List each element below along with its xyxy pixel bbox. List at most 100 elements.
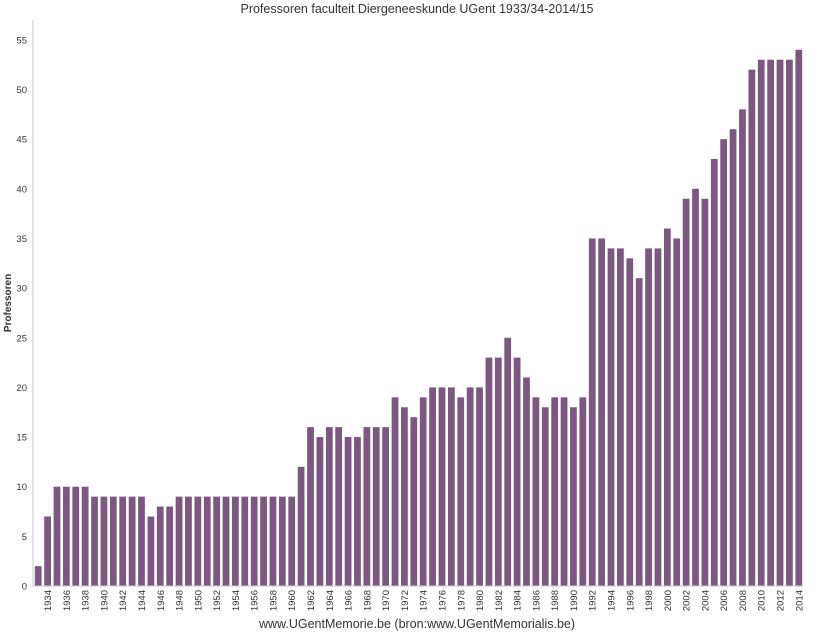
y-tick-label: 0 xyxy=(22,582,27,593)
bar-1982 xyxy=(494,357,502,586)
y-tick-label: 35 xyxy=(16,234,27,245)
y-axis-label: Professoren xyxy=(3,274,14,332)
bar-1966 xyxy=(344,437,352,586)
bar-1947 xyxy=(166,506,174,586)
bar-1959 xyxy=(278,496,286,586)
bar-1970 xyxy=(382,427,390,586)
bar-1973 xyxy=(410,417,418,586)
x-tick-label: 1986 xyxy=(531,590,542,611)
bar-1945 xyxy=(147,516,155,586)
bar-1961 xyxy=(297,466,305,586)
bar-2006 xyxy=(720,139,728,586)
bar-1974 xyxy=(419,397,427,586)
x-tick-label: 1990 xyxy=(569,590,580,611)
bar-1936 xyxy=(62,486,70,586)
bar-1994 xyxy=(607,248,615,586)
bar-1978 xyxy=(457,397,465,586)
bar-1952 xyxy=(213,496,220,586)
bar-1988 xyxy=(551,397,559,586)
bar-1996 xyxy=(626,258,634,586)
x-tick-label: 1950 xyxy=(193,590,204,611)
bar-1979 xyxy=(466,387,474,586)
x-tick-label: 2004 xyxy=(700,590,711,611)
bar-2011 xyxy=(767,59,775,587)
x-tick-label: 1940 xyxy=(99,590,110,611)
x-tick-label: 1934 xyxy=(43,590,54,611)
bar-1975 xyxy=(429,387,436,586)
bar-1999 xyxy=(654,248,662,586)
bar-1987 xyxy=(541,407,549,586)
bar-1949 xyxy=(185,496,192,586)
bar-1955 xyxy=(241,496,249,586)
y-tick-label: 50 xyxy=(16,85,27,96)
bar-1944 xyxy=(138,496,145,586)
bar-1950 xyxy=(194,496,202,586)
bar-1976 xyxy=(438,387,446,586)
y-tick-label: 15 xyxy=(16,433,27,444)
bar-1940 xyxy=(100,496,108,586)
bar-1992 xyxy=(588,238,596,586)
bar-1933 xyxy=(34,566,42,586)
y-tick-label: 25 xyxy=(16,333,27,344)
bar-1960 xyxy=(288,496,296,586)
x-tick-label: 1962 xyxy=(306,590,317,611)
bar-2005 xyxy=(710,159,718,586)
bar-2002 xyxy=(682,198,690,587)
bar-1948 xyxy=(175,496,183,586)
x-tick-label: 1958 xyxy=(268,590,279,611)
x-tick-label: 1976 xyxy=(437,590,448,611)
bar-1962 xyxy=(307,427,314,586)
bar-1941 xyxy=(109,496,117,586)
x-tick-label: 1992 xyxy=(588,590,599,611)
bar-1967 xyxy=(354,437,361,586)
bar-1958 xyxy=(269,496,277,586)
bar-1984 xyxy=(513,357,521,586)
bar-1985 xyxy=(523,377,530,586)
bar-1957 xyxy=(260,496,267,586)
bar-1943 xyxy=(128,496,136,586)
x-tick-label: 1936 xyxy=(62,590,73,611)
bar-1964 xyxy=(325,427,333,586)
bar-1963 xyxy=(316,437,324,586)
x-tick-label: 1960 xyxy=(287,590,298,611)
x-tick-label: 1980 xyxy=(475,590,486,611)
bar-2003 xyxy=(692,188,699,586)
bar-1997 xyxy=(635,278,643,586)
x-tick-label: 2014 xyxy=(794,590,805,611)
bar-2004 xyxy=(701,198,709,587)
bar-2008 xyxy=(739,109,746,587)
y-tick-label: 45 xyxy=(16,135,27,146)
x-tick-label: 1984 xyxy=(513,590,524,611)
x-tick-label: 1988 xyxy=(550,590,561,611)
x-tick-label: 1996 xyxy=(625,590,636,611)
bar-2001 xyxy=(673,238,681,586)
bar-2013 xyxy=(786,59,793,587)
bar-1942 xyxy=(119,496,127,586)
bar-2007 xyxy=(729,129,737,587)
bar-1972 xyxy=(401,407,408,586)
y-tick-label: 5 xyxy=(22,532,27,543)
source-footer: www.UGentMemorie.be (bron:www.UGentMemor… xyxy=(258,617,576,631)
y-tick-label: 55 xyxy=(16,35,27,46)
y-tick-label: 40 xyxy=(16,184,27,195)
y-tick-label: 10 xyxy=(16,482,27,493)
bar-1946 xyxy=(156,506,164,586)
bar-1995 xyxy=(617,248,624,586)
bar-1980 xyxy=(476,387,483,586)
x-tick-label: 2002 xyxy=(682,590,693,611)
x-tick-label: 1998 xyxy=(644,590,655,611)
x-tick-label: 2012 xyxy=(776,590,787,611)
x-tick-label: 1994 xyxy=(607,590,618,611)
y-axis-ticks: 0 5 10 15 20 25 30 35 40 45 50 55 xyxy=(16,35,27,592)
x-tick-label: 2008 xyxy=(738,590,749,611)
bar-2000 xyxy=(663,228,671,586)
x-tick-label: 1974 xyxy=(419,590,430,611)
x-tick-label: 1938 xyxy=(81,590,92,611)
bar-1954 xyxy=(232,496,239,586)
bar-1951 xyxy=(203,496,211,586)
bar-1938 xyxy=(81,486,89,586)
x-tick-label: 1944 xyxy=(137,590,148,611)
bar-1968 xyxy=(363,427,371,586)
x-tick-label: 1954 xyxy=(231,590,242,611)
bar-2009 xyxy=(748,69,756,586)
